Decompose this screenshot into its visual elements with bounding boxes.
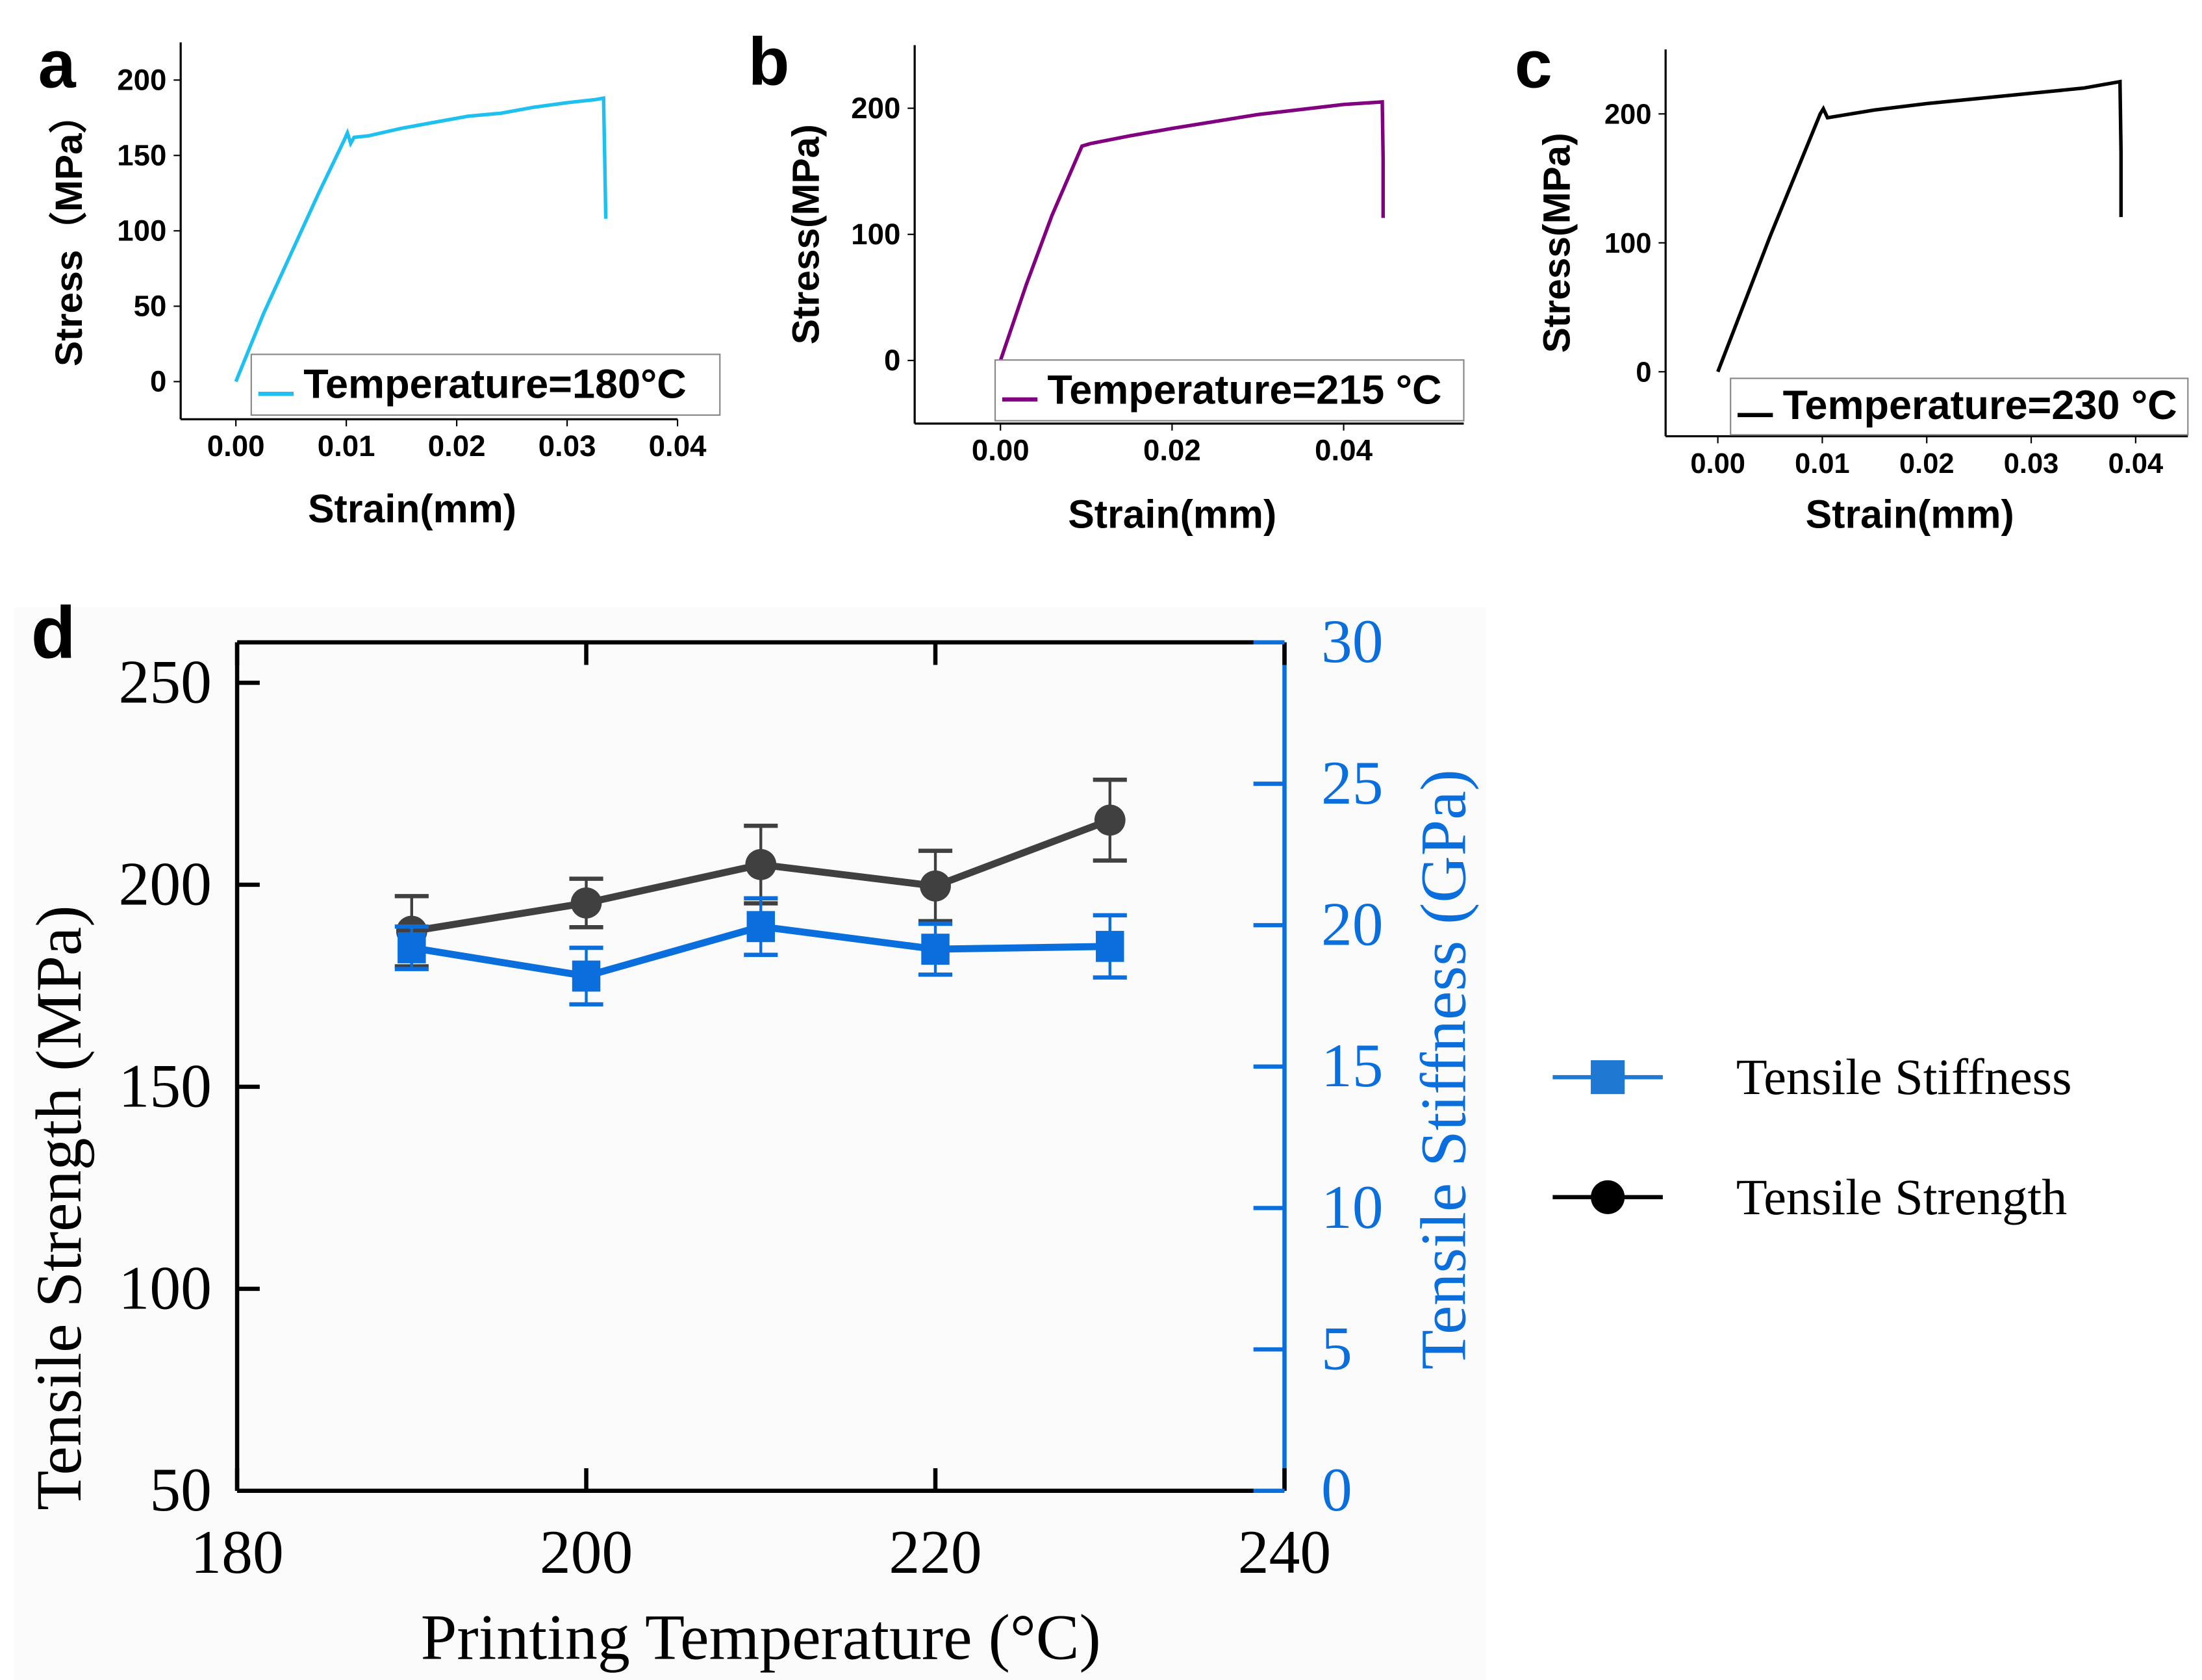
- panel-label: a: [38, 27, 77, 103]
- y2-tick-label: 10: [1321, 1173, 1384, 1241]
- x-tick-label: 0.02: [1899, 448, 1955, 479]
- x-tick-label: 0.02: [1143, 433, 1201, 466]
- x-tick-label: 0.01: [318, 429, 375, 463]
- data-point: [398, 932, 426, 963]
- x-tick-label: 220: [889, 1518, 981, 1586]
- legend-label: Temperature=230 °C: [1783, 383, 2177, 428]
- y2-tick-label: 15: [1321, 1031, 1384, 1100]
- panel-label: d: [31, 592, 76, 674]
- x-tick-label: 240: [1238, 1518, 1331, 1586]
- panel-b: b 0.00 0.02 0.04 0 100 200 Strain(mm) Stress(MPa…: [748, 24, 1465, 537]
- y2-tick-label: 5: [1321, 1314, 1352, 1383]
- y-tick-label: 0: [884, 344, 900, 377]
- y-axis-label: Stress（MPa）: [48, 95, 90, 366]
- y-tick-label: 250: [119, 647, 212, 716]
- x-axis-label: Strain(mm): [308, 487, 516, 531]
- y-tick-label: 0: [150, 365, 166, 398]
- y-tick-label: 200: [851, 92, 900, 125]
- y-tick-label: 50: [149, 1455, 212, 1524]
- y2-tick-label: 20: [1321, 890, 1384, 959]
- y-tick-label: 100: [851, 218, 900, 251]
- x-tick-label: 0.00: [1690, 448, 1745, 479]
- x-axis-label: Strain(mm): [1068, 492, 1276, 537]
- data-point: [1096, 930, 1124, 962]
- x-axis-label: Strain(mm): [1806, 492, 2014, 537]
- x-tick-label: 0.04: [1315, 433, 1373, 466]
- y-tick-label: 200: [119, 849, 212, 918]
- x-tick-label: 0.01: [1795, 448, 1850, 479]
- x-tick-label: 0.03: [538, 429, 596, 463]
- panel-label: b: [748, 24, 790, 99]
- y-axis-label: Stress(MPa): [785, 124, 827, 344]
- y2-tick-label: 25: [1321, 748, 1384, 817]
- x-tick-label: 0.04: [649, 429, 707, 463]
- y-tick-label: 100: [1604, 228, 1652, 259]
- x-tick-label: 0.02: [428, 429, 486, 463]
- panel-c: c 0.00 0.01 0.02 0.03 0.04 0 100 200 Strain(mm) St…: [1515, 27, 2189, 537]
- data-point: [570, 887, 602, 919]
- panel-label: c: [1515, 27, 1552, 103]
- x-tick-label: 0.03: [2004, 448, 2059, 479]
- legend-marker: [1591, 1180, 1625, 1214]
- y-tick-label: 150: [119, 1051, 212, 1120]
- y-axis-label: Stress(MPa): [1536, 133, 1578, 353]
- x-tick-label: 0.04: [2108, 448, 2164, 479]
- x-tick-label: 200: [540, 1518, 633, 1586]
- panel-background: [14, 607, 1487, 1680]
- y-tick-label: 100: [119, 1253, 212, 1322]
- y-tick-label: 0: [1636, 357, 1651, 388]
- panel-a: a 0.00 0.01 0.02 0.03 0.04 0 50 100 150 200 Strain(…: [38, 27, 721, 531]
- y-tick-label: 150: [117, 138, 166, 172]
- x-tick-label: 0.00: [207, 429, 265, 463]
- series-tensile-stiffness: [394, 896, 1127, 1007]
- y-tick-label: 100: [117, 214, 166, 248]
- data-point: [745, 848, 777, 880]
- data-point: [572, 960, 601, 992]
- legend: Tensile Stiffness Tensile Strength: [1552, 1049, 2072, 1225]
- legend-label: Temperature=180°C: [303, 362, 687, 407]
- y2-tick-label: 0: [1321, 1455, 1352, 1524]
- y-tick-label: 200: [117, 63, 166, 96]
- x-tick-label: 0.00: [972, 433, 1030, 466]
- y2-tick-label: 30: [1321, 607, 1384, 676]
- y-tick-label: 50: [134, 290, 167, 323]
- stress-strain-curve: [234, 95, 608, 383]
- data-point: [921, 934, 950, 965]
- x-tick-label: 180: [190, 1518, 283, 1586]
- stress-strain-curve: [1716, 79, 2123, 373]
- y-axis-label: Tensile Strength (MPa): [23, 905, 95, 1510]
- legend-label: Tensile Stiffness: [1736, 1049, 2072, 1105]
- legend-box: [994, 359, 1465, 422]
- y2-axis-label: Tensile Stiffness (GPa): [1408, 769, 1480, 1369]
- legend-marker: [1591, 1060, 1625, 1095]
- data-point: [746, 911, 776, 943]
- legend-box: [250, 353, 721, 416]
- panel-d: d 180 200 220 240 50 100 150 200 250 0 5 10 15 20 25 30 P…: [14, 592, 1487, 1680]
- legend-label: Temperature=215 °C: [1047, 367, 1441, 413]
- data-point: [1094, 804, 1126, 836]
- data-point: [920, 870, 951, 902]
- y-tick-label: 200: [1604, 99, 1652, 131]
- legend-label: Tensile Strength: [1736, 1169, 2067, 1225]
- legend-box: [1730, 377, 2189, 436]
- x-axis-label: Printing Temperature (°C): [421, 1601, 1101, 1673]
- stress-strain-curve: [998, 100, 1386, 361]
